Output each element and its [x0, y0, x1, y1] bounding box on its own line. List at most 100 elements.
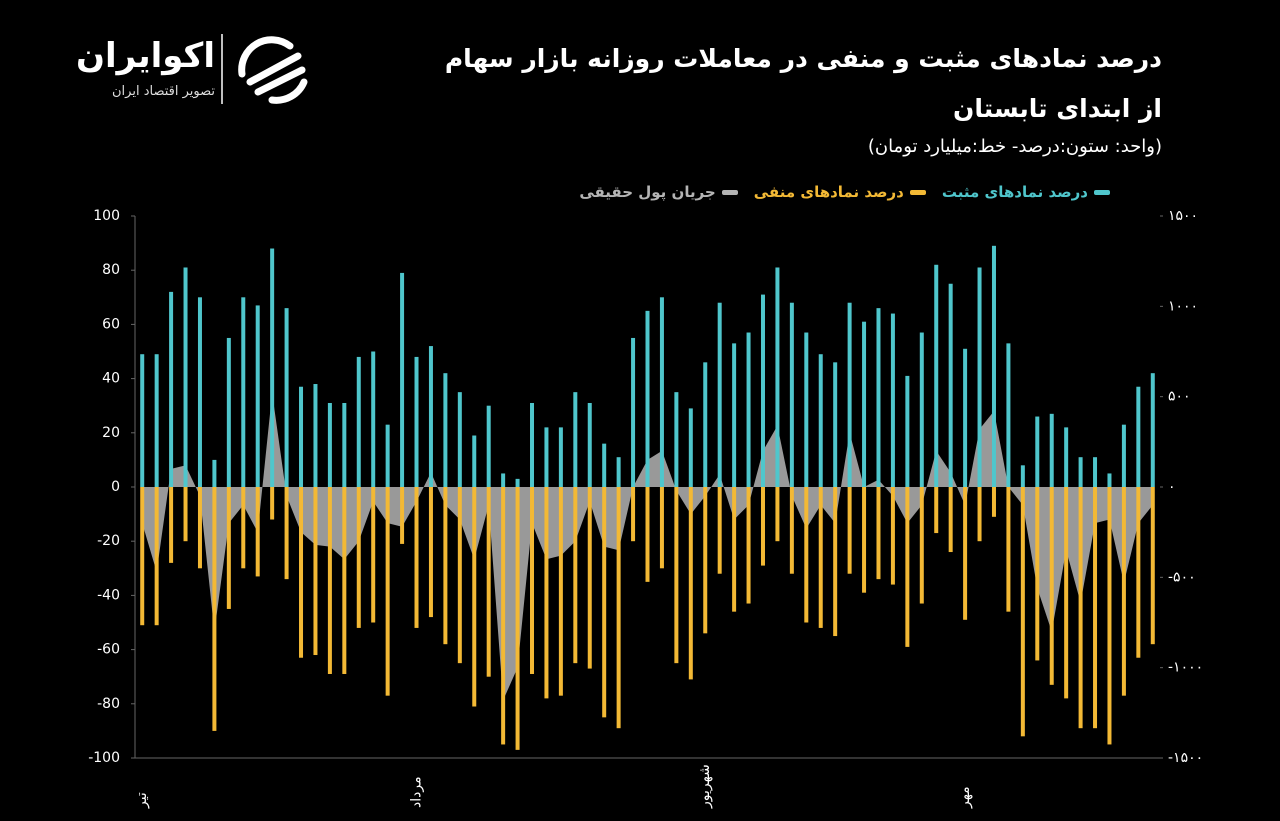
legend-label: درصد نمادهای مثبت: [941, 183, 1088, 201]
bar: [631, 487, 636, 542]
bar: [371, 487, 376, 623]
bar: [385, 487, 390, 696]
bar: [169, 291, 174, 487]
bar: [587, 402, 592, 487]
bar: [270, 248, 275, 487]
bar: [558, 487, 563, 696]
bar: [140, 354, 145, 487]
bar: [443, 487, 448, 645]
bar: [472, 487, 477, 707]
legend-label: جریان پول حقیقی: [579, 183, 716, 201]
bar: [717, 302, 722, 487]
bar: [919, 332, 924, 487]
y-tick-label: -80: [97, 696, 120, 712]
logo-tagline: تصویر اقتصاد ایران: [112, 84, 215, 99]
legend-label: درصد نمادهای منفی: [753, 183, 904, 201]
bar: [530, 487, 535, 674]
y-tick-label: 20: [102, 425, 120, 441]
bar: [400, 272, 405, 487]
y-tick-label: -20: [97, 533, 120, 549]
x-tick-label: شهریور: [697, 764, 713, 809]
bar: [760, 294, 765, 487]
bar: [703, 362, 708, 487]
bar: [428, 346, 433, 487]
bar: [154, 487, 159, 626]
bar: [241, 297, 246, 487]
bar: [486, 405, 491, 487]
bar: [573, 487, 578, 664]
bar: [674, 487, 679, 664]
bar: [789, 302, 794, 487]
bar: [746, 332, 751, 487]
bar: [183, 267, 188, 487]
bar: [140, 487, 145, 626]
bar: [963, 348, 968, 487]
bar: [313, 384, 318, 487]
logo-mark: [221, 34, 308, 104]
x-tick-label: مهر: [957, 786, 973, 809]
bar: [1035, 416, 1040, 487]
bar: [1078, 487, 1083, 729]
bar: [991, 487, 996, 517]
bar: [818, 487, 823, 628]
bar: [1107, 487, 1112, 745]
bar: [1064, 487, 1069, 699]
bar: [457, 487, 462, 664]
y2-tick-label: -۵۰۰: [1168, 569, 1196, 585]
bar: [226, 487, 231, 609]
logo-name: اکوایران: [76, 36, 215, 76]
bar: [948, 283, 953, 487]
legend-swatch: [909, 189, 926, 195]
bar: [472, 435, 477, 487]
x-tick-label: مرداد: [409, 776, 425, 808]
bar: [1049, 413, 1054, 487]
bar: [919, 487, 924, 604]
bar: [1136, 487, 1141, 658]
bar: [804, 332, 809, 487]
bar: [284, 487, 289, 580]
bar: [197, 297, 202, 487]
bar: [486, 487, 491, 677]
bar: [934, 487, 939, 534]
bar: [573, 392, 578, 487]
bar: [515, 487, 520, 750]
bar: [977, 267, 982, 487]
title-line: درصد نمادهای مثبت و منفی در معاملات روزا…: [444, 44, 1162, 73]
chart-title: درصد نمادهای مثبت و منفی در معاملات روزا…: [402, 34, 1162, 134]
bar: [544, 487, 549, 699]
bar: [862, 487, 867, 593]
bar: [212, 459, 217, 487]
bar: [154, 354, 159, 487]
bar: [400, 487, 405, 544]
bar: [1093, 487, 1098, 729]
legend-item: درصد نمادهای منفی: [754, 183, 926, 201]
bar: [356, 356, 361, 487]
bar: [1078, 457, 1083, 487]
legend-item: جریان پول حقیقی: [579, 183, 738, 201]
bar: [775, 267, 780, 487]
bar: [501, 487, 506, 745]
y2-tick-label: -۱۰۰۰: [1168, 660, 1203, 676]
bar: [299, 487, 304, 658]
y2-tick-label: ۰: [1168, 479, 1176, 495]
chart-subtitle: (واحد: ستون:درصد- خط:میلیارد تومان): [867, 136, 1162, 157]
bar: [587, 487, 592, 669]
bar: [847, 302, 852, 487]
bar: [443, 373, 448, 487]
bar: [804, 487, 809, 623]
legend-swatch: [1094, 189, 1110, 195]
bar: [558, 427, 563, 487]
y2-tick-label: -۱۵۰۰: [1168, 750, 1203, 766]
bar: [428, 487, 433, 618]
bar: [631, 337, 636, 487]
bar: [270, 487, 275, 520]
bar: [789, 487, 794, 574]
bar: [645, 487, 650, 582]
bar: [1150, 373, 1155, 487]
bar: [876, 487, 881, 580]
bar: [732, 343, 737, 487]
bar: [732, 487, 737, 612]
y-tick-label: 0: [111, 479, 120, 495]
bar: [197, 487, 202, 569]
